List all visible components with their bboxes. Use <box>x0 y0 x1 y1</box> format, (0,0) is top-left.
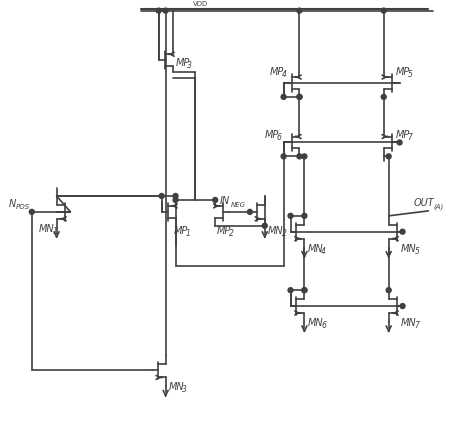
Text: 5: 5 <box>414 246 419 255</box>
Text: 6: 6 <box>277 133 282 142</box>
Circle shape <box>297 94 302 99</box>
Text: VDD: VDD <box>193 1 208 7</box>
Text: MN: MN <box>307 244 323 254</box>
Circle shape <box>297 94 302 99</box>
Circle shape <box>397 140 402 145</box>
Text: 6: 6 <box>321 321 326 330</box>
Circle shape <box>297 8 302 13</box>
Text: 4: 4 <box>321 246 326 255</box>
Text: NEG: NEG <box>231 202 246 208</box>
Circle shape <box>400 229 405 234</box>
Circle shape <box>29 210 34 214</box>
Text: 2: 2 <box>282 229 286 238</box>
Text: N: N <box>9 199 16 209</box>
Circle shape <box>173 198 178 202</box>
Text: MP: MP <box>396 130 410 139</box>
Text: 7: 7 <box>408 133 412 142</box>
Text: OUT: OUT <box>413 198 434 208</box>
Circle shape <box>247 210 252 214</box>
Circle shape <box>386 154 391 159</box>
Circle shape <box>302 213 307 218</box>
Text: 2: 2 <box>229 229 234 238</box>
Circle shape <box>381 94 386 99</box>
Text: IN: IN <box>220 196 230 206</box>
Circle shape <box>386 288 391 293</box>
Circle shape <box>288 288 293 293</box>
Circle shape <box>302 154 307 159</box>
Text: 3: 3 <box>182 385 187 394</box>
Circle shape <box>213 198 218 202</box>
Text: MP: MP <box>265 130 279 139</box>
Text: MP: MP <box>396 67 410 77</box>
Circle shape <box>159 193 164 198</box>
Text: 5: 5 <box>408 70 412 79</box>
Text: MN: MN <box>401 244 416 254</box>
Circle shape <box>297 154 302 159</box>
Text: MP: MP <box>173 226 188 236</box>
Circle shape <box>262 223 267 228</box>
Text: 4: 4 <box>282 70 286 79</box>
Text: MN: MN <box>39 224 55 234</box>
Text: 1: 1 <box>185 229 191 238</box>
Circle shape <box>281 94 286 99</box>
Text: MN: MN <box>169 382 184 392</box>
Circle shape <box>302 288 307 293</box>
Circle shape <box>163 8 168 13</box>
Text: POS: POS <box>16 204 30 210</box>
Text: MN: MN <box>401 318 416 328</box>
Circle shape <box>302 288 307 293</box>
Text: MP: MP <box>175 58 190 68</box>
Text: 1: 1 <box>53 227 57 236</box>
Circle shape <box>400 303 405 309</box>
Text: MN: MN <box>307 318 323 328</box>
Text: MN: MN <box>268 226 283 236</box>
Circle shape <box>288 213 293 218</box>
Circle shape <box>381 8 386 13</box>
Text: 3: 3 <box>187 61 192 70</box>
Circle shape <box>173 193 178 198</box>
Circle shape <box>281 154 286 159</box>
Text: MP: MP <box>270 67 284 77</box>
Text: (A): (A) <box>433 204 444 210</box>
Text: MP: MP <box>217 226 231 236</box>
Text: 7: 7 <box>414 321 419 330</box>
Circle shape <box>156 8 161 13</box>
